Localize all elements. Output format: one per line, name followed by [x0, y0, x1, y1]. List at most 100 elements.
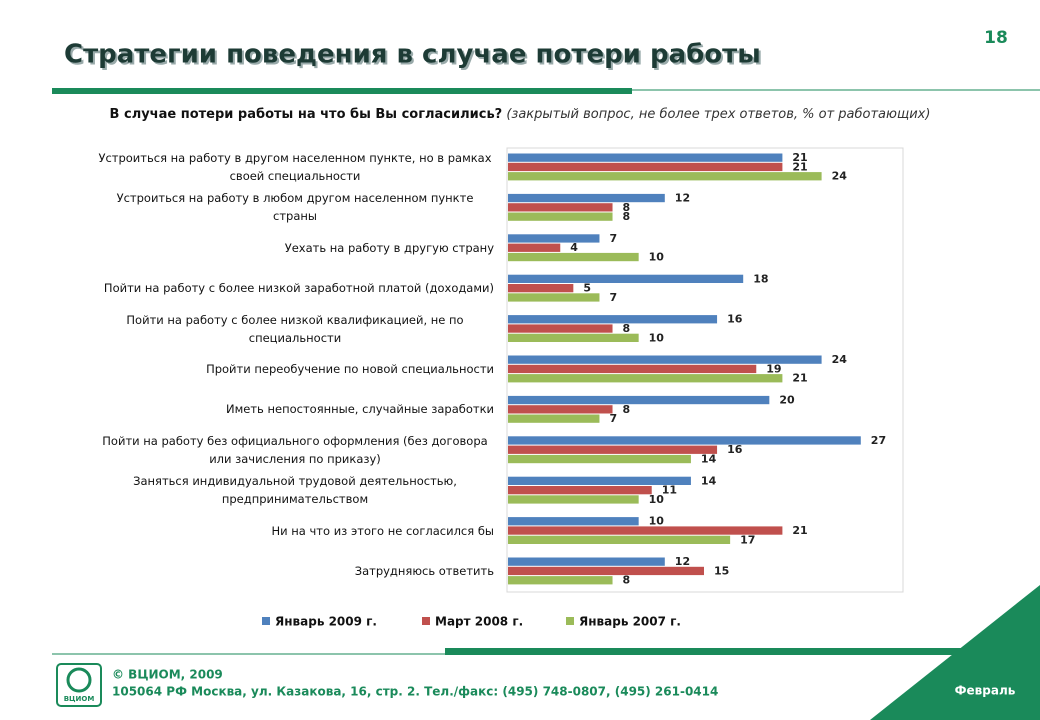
value-label: 8 — [623, 210, 631, 223]
category-label-box: Пройти переобучение по новой специальнос… — [96, 351, 494, 387]
legend-label: Январь 2007 г. — [579, 615, 681, 629]
category-label: Затрудняюсь ответить — [354, 564, 494, 578]
category-label: Ни на что из этого не согласился бы — [271, 523, 494, 538]
category-label: Устроиться на работу в любом другом насе… — [116, 191, 474, 224]
corner-triangle — [870, 585, 1040, 720]
bar — [508, 405, 613, 414]
bar — [508, 284, 574, 293]
bar — [508, 193, 665, 203]
page-number: 18 — [984, 28, 1008, 48]
legend-swatch — [566, 617, 574, 625]
category-label: Устроиться на работу в другом населенном… — [98, 151, 492, 183]
bar — [508, 535, 731, 544]
bar — [508, 153, 783, 162]
value-label: 8 — [623, 322, 631, 335]
value-label: 17 — [740, 533, 755, 546]
category-label: Иметь непостоянные, случайные заработки — [226, 402, 494, 417]
bar — [508, 212, 613, 221]
legend-swatch — [422, 617, 430, 625]
footer-rule — [445, 648, 1040, 655]
bar — [508, 414, 600, 423]
category-label-box: Заняться индивидуальной трудовой деятель… — [96, 472, 494, 508]
bar — [508, 162, 783, 172]
category-label: Пойти на работу с более низкой заработно… — [103, 281, 494, 296]
value-label: 21 — [792, 151, 807, 164]
title: Стратегии поведения в случае потери рабо… — [64, 40, 761, 70]
bar — [508, 374, 783, 383]
value-label: 12 — [675, 555, 690, 568]
value-label: 24 — [832, 353, 848, 366]
bar — [508, 274, 744, 283]
bar — [508, 445, 718, 454]
logo-mark — [66, 667, 92, 693]
note: (закрытый вопрос, не более трех ответов,… — [506, 107, 931, 122]
category-label-box: Пойти на работу без официального оформле… — [96, 432, 494, 468]
bar — [508, 526, 783, 535]
bar — [508, 436, 861, 445]
value-label: 10 — [649, 493, 665, 506]
value-label: 14 — [701, 474, 717, 487]
bar — [508, 476, 691, 485]
bar — [508, 234, 600, 243]
value-label: 21 — [792, 524, 807, 537]
value-label: 4 — [570, 241, 578, 254]
value-label: 12 — [675, 192, 690, 205]
value-label: 7 — [609, 232, 617, 245]
bar — [508, 355, 822, 364]
value-label: 18 — [753, 272, 768, 285]
month: Февраль — [955, 684, 1016, 698]
value-label: 21 — [792, 160, 807, 173]
value-label: 10 — [649, 515, 665, 528]
bar — [508, 324, 613, 333]
bar — [508, 486, 652, 495]
value-label: 16 — [727, 443, 743, 456]
bar — [508, 495, 639, 504]
value-label: 27 — [871, 434, 886, 447]
bar — [508, 315, 718, 324]
bar — [508, 172, 822, 181]
plot-frame — [506, 147, 904, 593]
value-label: 10 — [649, 331, 665, 344]
category-label: Пойти на работу без официального оформле… — [102, 433, 488, 466]
category-label: Пойти на работу с более низкой квалифика… — [126, 312, 464, 345]
value-label: 7 — [609, 291, 617, 304]
category-label-box: Затрудняюсь ответить — [96, 553, 494, 589]
address: 105064 РФ Москва, ул. Казакова, 16, стр.… — [112, 685, 718, 699]
category-label-box: Устроиться на работу в другом населенном… — [96, 149, 494, 185]
value-label: 7 — [609, 412, 617, 425]
question: В случае потери работы на что бы Вы согл… — [109, 107, 503, 122]
logo-text: ВЦИОМ — [64, 695, 95, 703]
bar — [508, 243, 561, 252]
category-label-box: Уехать на работу в другую страну — [96, 230, 494, 266]
title-shadow: Стратегии поведения в случае потери рабо… — [66, 42, 763, 72]
value-label: 8 — [623, 201, 631, 214]
category-label-box: Ни на что из этого не согласился бы — [96, 513, 494, 549]
title-rule — [52, 88, 632, 94]
value-label: 5 — [583, 282, 591, 295]
bar — [508, 517, 639, 526]
bar — [508, 576, 613, 585]
value-label: 19 — [766, 362, 781, 375]
value-label: 10 — [649, 251, 665, 264]
category-label-box: Пойти на работу с более низкой квалифика… — [96, 311, 494, 347]
bar — [508, 293, 600, 302]
subtitle: В случае потери работы на что бы Вы согл… — [100, 103, 940, 126]
value-label: 16 — [727, 313, 743, 326]
legend-label: Март 2008 г. — [435, 615, 523, 629]
bar — [508, 333, 639, 342]
category-label: Заняться индивидуальной трудовой деятель… — [133, 474, 457, 507]
bar — [508, 566, 704, 576]
value-label: 14 — [701, 453, 717, 466]
value-label: 8 — [623, 574, 631, 587]
bar — [508, 395, 770, 405]
bar — [508, 203, 613, 212]
value-label: 24 — [832, 170, 848, 183]
value-label: 8 — [623, 403, 631, 416]
category-label: Пройти переобучение по новой специальнос… — [206, 362, 494, 376]
category-label-box: Устроиться на работу в любом другом насе… — [96, 189, 494, 225]
bar — [508, 557, 665, 566]
category-label-box: Пойти на работу с более низкой заработно… — [96, 270, 494, 306]
bar — [508, 252, 639, 262]
value-label: 20 — [779, 394, 795, 407]
